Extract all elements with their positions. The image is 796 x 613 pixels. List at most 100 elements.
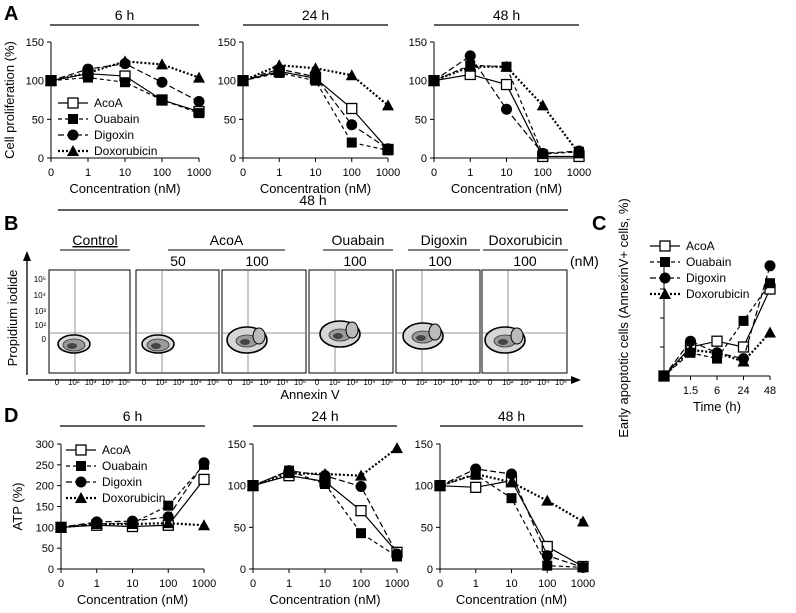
x-tick-label: 1 <box>276 167 282 179</box>
flow-plot-4: 0 10² 10³ 10⁴ 10⁵ <box>395 269 481 387</box>
legend-marker-digoxin <box>67 129 79 141</box>
y-tick-label: 50 <box>42 543 54 555</box>
data-point-ouabain <box>738 315 749 326</box>
series-line-doxorubicin <box>252 447 398 487</box>
data-point-ouabain <box>712 353 722 364</box>
data-point-acoa <box>355 505 367 517</box>
y-tick-label: 50 <box>415 114 427 126</box>
data-point-ouabain <box>346 137 357 148</box>
flow-density-core <box>151 343 161 349</box>
data-point-ouabain <box>356 528 366 539</box>
legend-label-digoxin: Digoxin <box>94 128 134 142</box>
data-point-acoa <box>470 481 482 493</box>
flow-dose-label: 50 <box>170 253 186 269</box>
flow-plot-1: 0 10² 10³ 10⁴ 10⁵ <box>135 269 220 387</box>
x-axis-label: Concentration (nM) <box>451 181 562 196</box>
data-point-acoa <box>198 473 210 486</box>
flow-y-tick-label: 10⁴ <box>34 291 47 300</box>
flow-y-tick-label: 0 <box>42 335 47 344</box>
data-point-doxorubicin <box>273 59 286 71</box>
series-line-doxorubicin <box>242 64 389 107</box>
data-point-doxorubicin <box>573 147 585 159</box>
flow-plot-frame <box>481 269 568 374</box>
data-point-doxorubicin <box>355 469 367 481</box>
legend-label-acoa: AcoA <box>686 239 715 253</box>
data-point-doxorubicin <box>737 355 750 367</box>
data-point-digoxin <box>577 561 589 573</box>
x-tick-label: 1000 <box>567 167 591 179</box>
flow-x-tick-label: 10⁴ <box>190 378 203 387</box>
data-point-doxorubicin <box>764 326 776 338</box>
legend-label-doxorubicin: Doxorubicin <box>102 491 165 505</box>
x-tick-label: 1 <box>473 578 479 590</box>
flow-group-digoxin: Digoxin <box>421 232 468 248</box>
chart-a-2: 48 h 0 50 100 150 0 1 10 100 1000 Concentration (n… <box>409 7 592 196</box>
flow-y-tick-label: 10² <box>34 321 46 330</box>
flow-density-shift <box>252 327 266 345</box>
y-tick-label: 50 <box>421 522 433 534</box>
data-point-ouabain <box>506 493 517 504</box>
x-tick-label: 1 <box>94 578 100 590</box>
flow-density-core <box>240 339 250 345</box>
chart-title: 48 h <box>493 7 520 23</box>
x-tick-label: 1 <box>85 167 91 179</box>
y-axis-label: Cell proliferation (%) <box>2 41 17 159</box>
flow-dose-label: 100 <box>513 253 537 269</box>
chart-title: 6 h <box>123 408 142 424</box>
data-point-ouabain <box>542 560 553 571</box>
legend-marker-acoa <box>659 240 671 252</box>
y-tick-label: 100 <box>36 522 54 534</box>
data-point-doxorubicin <box>45 74 57 86</box>
x-tick-label: 0 <box>437 578 443 590</box>
series-line-doxorubicin <box>433 65 580 155</box>
series-line-doxorubicin <box>663 331 771 377</box>
flow-group-doxorubicin: Doxorubicin <box>489 232 563 248</box>
legend-marker-ouabain <box>76 461 86 471</box>
x-tick-label: 1000 <box>187 167 211 179</box>
chart-d-6: 48 h 0 50 100 150 0 1 10 100 1000 Concentration (n… <box>415 408 596 607</box>
y-tick-label: 150 <box>26 37 44 49</box>
flow-x-tick-label: 0 <box>488 378 493 387</box>
flow-cytometry-panel: 48 h Control AcoA Ouabain Digoxin Doxorubicin… <box>5 192 599 402</box>
flow-x-tick-label: 10³ <box>173 378 185 387</box>
flow-x-tick-label: 10⁴ <box>363 378 376 387</box>
flow-y-tick-label: 10⁵ <box>34 275 46 284</box>
data-point-doxorubicin <box>82 66 94 78</box>
flow-plot-frame <box>135 269 220 374</box>
data-point-doxorubicin <box>55 521 67 533</box>
series-line-doxorubicin <box>439 472 584 523</box>
x-tick-label: 1000 <box>376 167 400 179</box>
x-axis-label: Concentration (nM) <box>260 181 371 196</box>
chart-a-1: 24 h 0 50 100 150 0 1 10 100 1000 Concentration (n… <box>218 7 401 196</box>
y-tick-label: 0 <box>427 564 433 576</box>
x-axis-label: Concentration (nM) <box>456 592 567 607</box>
flow-group-ouabain: Ouabain <box>332 232 385 248</box>
flow-density-core <box>67 343 77 349</box>
flow-group-control: Control <box>72 232 117 248</box>
y-tick-label: 0 <box>240 564 246 576</box>
flow-x-tick-label: 10² <box>242 378 254 387</box>
x-tick-label: 1000 <box>571 578 595 590</box>
flow-plot-frame <box>395 269 481 374</box>
flow-plot-2: 0 10² 10³ 10⁴ 10⁵ <box>221 269 307 387</box>
x-tick-label: 6 <box>714 385 720 397</box>
x-tick-label: 10 <box>119 167 131 179</box>
data-point-doxorubicin <box>434 479 446 491</box>
legend-marker-digoxin <box>75 476 87 488</box>
data-point-acoa <box>500 78 513 91</box>
flow-y-label: Propidium iodide <box>5 270 20 367</box>
flow-dose-label: 100 <box>245 253 269 269</box>
y-tick-label: 0 <box>38 153 44 165</box>
series-line-ouabain <box>663 282 771 377</box>
panel-label-b: B <box>4 213 18 235</box>
x-tick-label: 10 <box>319 578 331 590</box>
y-tick-label: 150 <box>228 439 246 451</box>
flow-x-tick-label: 0 <box>55 378 60 387</box>
y-tick-label: 200 <box>36 481 54 493</box>
legend-label-ouabain: Ouabain <box>94 112 139 126</box>
x-tick-label: 10 <box>126 578 138 590</box>
flow-plot-frame <box>48 269 131 374</box>
legend-label-ouabain: Ouabain <box>686 255 731 269</box>
flow-plot-0: 0 10² 10³ 10⁴ 10⁵ <box>48 269 131 387</box>
